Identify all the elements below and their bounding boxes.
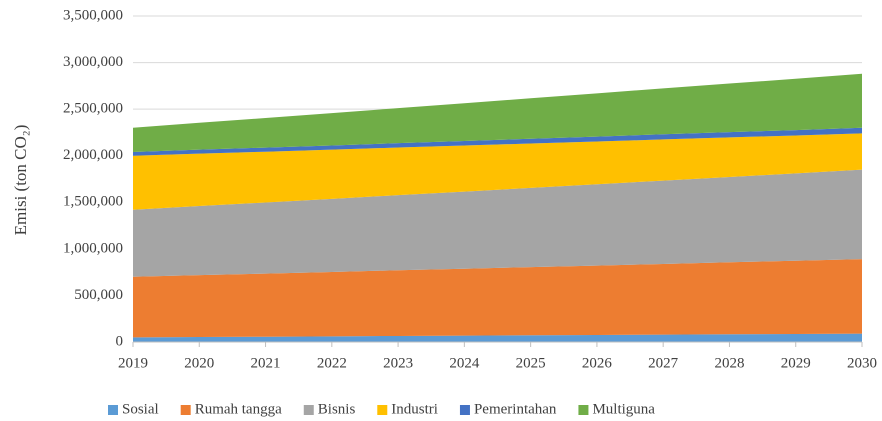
legend-label: Rumah tangga — [195, 401, 282, 417]
x-tick-label: 2030 — [847, 355, 877, 371]
area — [133, 133, 862, 210]
area — [133, 127, 862, 156]
x-tick-label: 2026 — [582, 355, 613, 371]
y-tick-label: 3,500,000 — [63, 7, 123, 23]
x-tick-label: 2029 — [781, 355, 811, 371]
legend-label: Industri — [391, 401, 438, 417]
legend-swatch — [578, 405, 589, 415]
y-tick-label: 2,000,000 — [63, 147, 123, 163]
legend-label: Pemerintahan — [474, 401, 557, 417]
y-tick-label: 1,500,000 — [63, 194, 123, 210]
y-axis-label: Emisi (ton CO₂) — [11, 125, 30, 236]
x-tick-label: 2022 — [317, 355, 347, 371]
area — [133, 259, 862, 338]
legend-swatch — [180, 405, 191, 415]
y-tick-label: 3,000,000 — [63, 54, 123, 70]
legend-swatch — [303, 405, 314, 415]
legend-swatch — [459, 405, 470, 415]
legend-label: Bisnis — [318, 401, 356, 417]
x-tick-label: 2021 — [251, 355, 281, 371]
x-tick-label: 2019 — [118, 355, 148, 371]
legend-swatch — [108, 405, 118, 415]
x-tick-label: 2024 — [449, 355, 480, 371]
legend-swatch — [377, 405, 388, 415]
x-tick-label: 2028 — [714, 355, 744, 371]
x-tick-label: 2020 — [184, 355, 214, 371]
y-tick-label: 500,000 — [74, 287, 123, 303]
x-tick-label: 2025 — [516, 355, 546, 371]
legend-label: Multiguna — [592, 401, 655, 417]
x-tick-label: 2023 — [383, 355, 413, 371]
area — [133, 169, 862, 277]
x-tick-label: 2027 — [648, 355, 679, 371]
legend-label: Sosial — [122, 401, 159, 417]
y-tick-label: 0 — [116, 333, 124, 349]
area — [133, 73, 862, 152]
y-tick-label: 1,000,000 — [63, 240, 123, 256]
y-tick-label: 2,500,000 — [63, 101, 123, 117]
area — [133, 333, 862, 342]
